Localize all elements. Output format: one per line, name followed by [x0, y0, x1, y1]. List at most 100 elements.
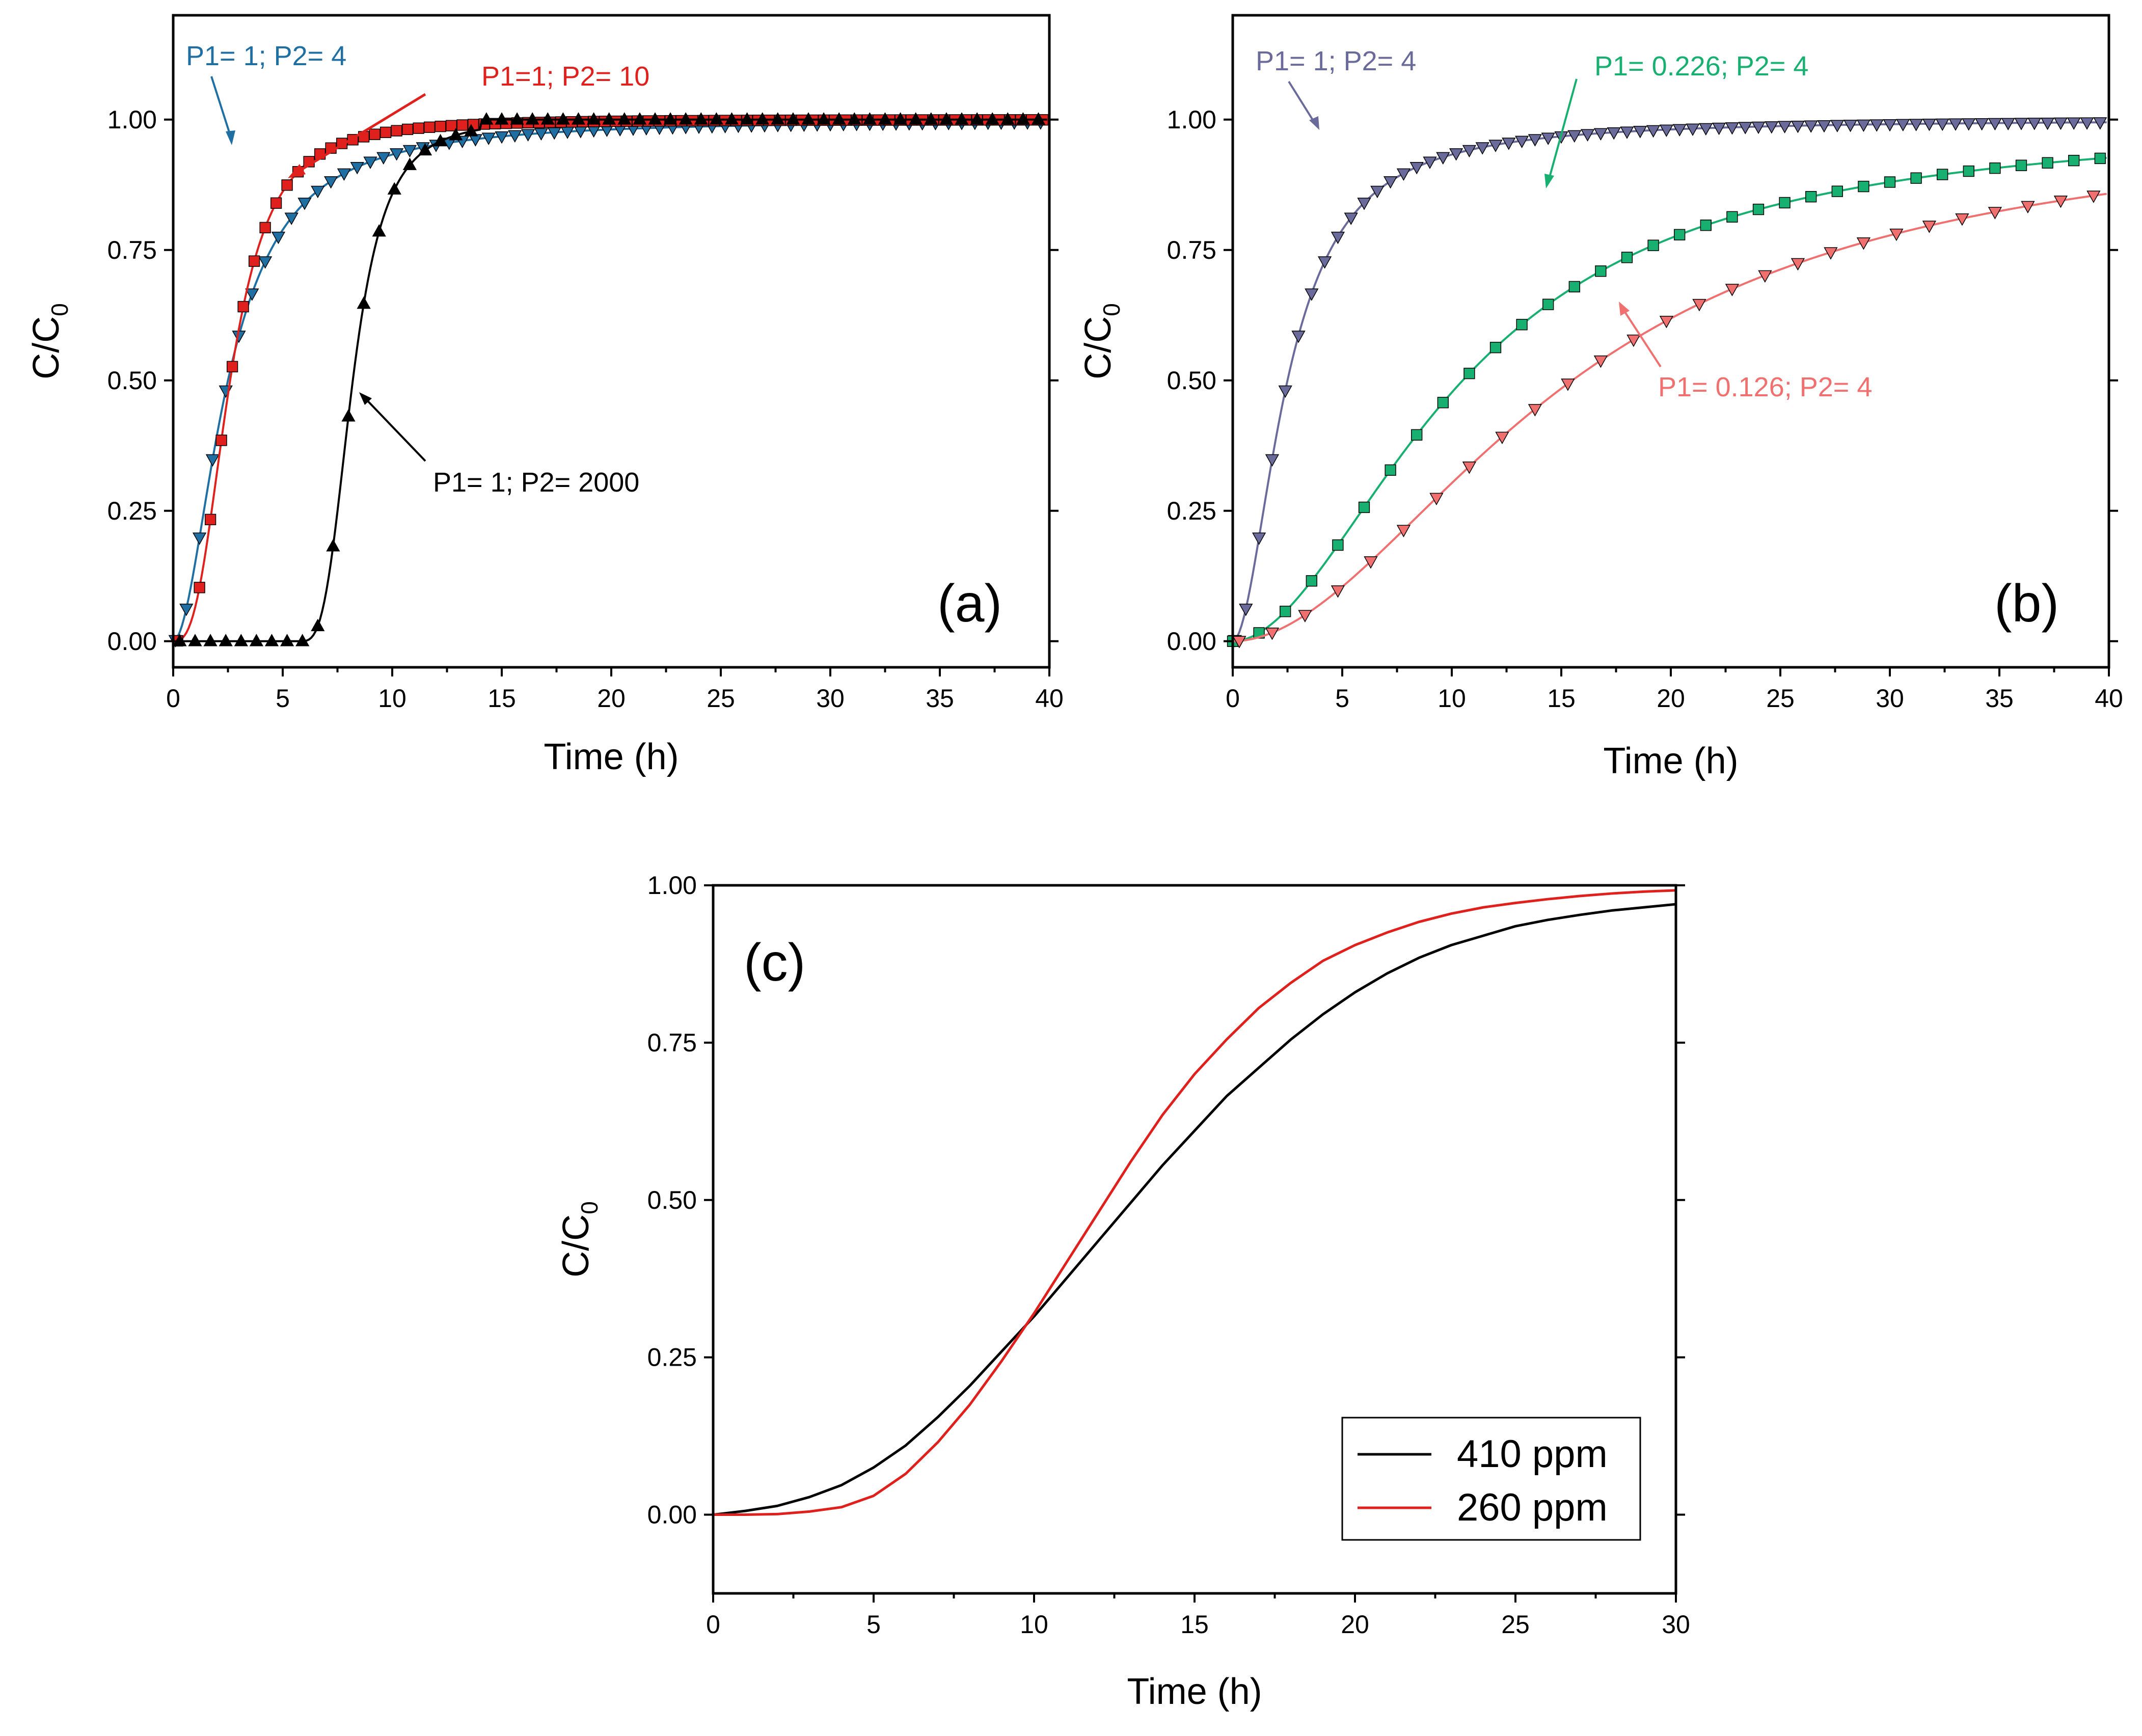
data-point [1948, 118, 1963, 131]
data-point [1358, 501, 1370, 513]
x-tick-label: 25 [1501, 1610, 1530, 1639]
legend-box [1341, 1417, 1641, 1541]
data-point [1922, 221, 1937, 233]
data-point [755, 112, 770, 125]
data-point [556, 112, 571, 125]
y-tick-label: 0.25 [1167, 497, 1216, 525]
data-point [955, 112, 969, 125]
data-point [663, 112, 677, 125]
data-point [1331, 231, 1345, 245]
data-point [2094, 152, 2106, 165]
data-point [1239, 604, 1253, 616]
data-point [1305, 288, 1319, 301]
data-point [1831, 185, 1843, 197]
y-tick-label: 1.00 [1167, 105, 1216, 134]
y-tick-label: 0.25 [647, 1343, 697, 1372]
data-point [1396, 525, 1411, 537]
panel-b-arrowhead-p1-1 [1309, 116, 1319, 130]
data-point [237, 301, 249, 313]
panel-a-label: (a) [937, 574, 1002, 633]
x-tick-label: 5 [866, 1610, 881, 1639]
y-tick-label: 0.00 [107, 627, 157, 656]
data-point [1633, 126, 1647, 139]
panel-a-annotation-p2-10: P1=1; P2= 10 [481, 61, 649, 92]
panel-c-legend: 410 ppm 260 ppm [1341, 1417, 1641, 1541]
data-point [1686, 123, 1700, 136]
data-point [817, 112, 831, 125]
series-line [1232, 156, 2107, 642]
y-tick-label: 0.50 [647, 1186, 697, 1214]
data-point [2001, 118, 2015, 130]
panel-b-arrow-p1-0126 [1621, 307, 1662, 368]
data-point [1856, 119, 1871, 132]
data-point [1436, 152, 1450, 165]
data-point [1411, 429, 1423, 441]
y-tick-label: 0.00 [1167, 627, 1216, 656]
data-point [1843, 120, 1858, 132]
data-point [226, 361, 238, 372]
data-point [369, 128, 381, 140]
x-tick-label: 5 [1335, 684, 1349, 713]
data-point [248, 255, 260, 267]
panel-b-arrow-p1-0226 [1548, 78, 1578, 181]
data-point [1659, 124, 1674, 138]
data-point [2053, 195, 2068, 208]
data-point [1528, 134, 1542, 147]
data-point [586, 112, 601, 125]
data-point [387, 182, 401, 195]
x-tick-label: 0 [706, 1610, 720, 1639]
data-point [1752, 203, 1765, 215]
panel-a-annotation-p2-4: P1= 1; P2= 4 [186, 41, 346, 71]
data-point [1817, 120, 1831, 133]
data-point [2042, 157, 2053, 169]
data-point [1974, 118, 1989, 131]
data-point [1475, 142, 1489, 155]
data-point [724, 112, 739, 125]
data-point [179, 604, 194, 616]
series-p1-1-p2-4 [1228, 117, 2107, 648]
data-point [2040, 117, 2055, 130]
data-point [1265, 628, 1280, 640]
panel-c-data [713, 889, 1676, 1516]
panel-b-annotation-p1-0126: P1= 0.126; P2= 4 [1658, 372, 1872, 402]
data-point [284, 212, 299, 225]
data-point [1725, 284, 1740, 296]
data-point [281, 179, 293, 191]
x-tick-label: 20 [1657, 684, 1685, 713]
data-point [341, 409, 356, 422]
data-point [1889, 228, 1904, 241]
x-tick-label: 35 [926, 684, 954, 713]
series-260-ppm [713, 889, 1676, 1516]
data-point [1910, 172, 1922, 184]
data-point [1370, 185, 1385, 199]
data-point [297, 198, 312, 210]
data-point [2068, 154, 2080, 167]
data-point [271, 231, 286, 245]
data-point [1516, 319, 1528, 331]
data-point [234, 634, 248, 646]
panel-a-arrow-p2-10 [294, 93, 426, 175]
data-point [1278, 385, 1292, 398]
data-point [1462, 462, 1477, 474]
data-point [740, 112, 754, 125]
x-tick-label: 25 [707, 684, 735, 713]
panel-a-arrow-p2-4 [210, 76, 233, 141]
panel-b-arrowhead-p1-0126 [1619, 302, 1630, 316]
data-point [1306, 575, 1317, 587]
data-point [2053, 117, 2068, 130]
data-point [363, 156, 377, 169]
data-point [1561, 378, 1575, 391]
x-tick-label: 25 [1766, 684, 1795, 713]
data-point [1396, 168, 1411, 181]
data-point [1344, 212, 1358, 225]
data-point [2067, 117, 2081, 130]
panel-b-arrow-p1-1 [1288, 80, 1315, 123]
data-point [376, 152, 391, 165]
data-point [326, 539, 340, 552]
data-point [1988, 118, 2002, 131]
data-point [259, 222, 271, 233]
panel-b-data [1227, 117, 2107, 648]
data-point [1989, 162, 2001, 174]
x-tick-label: 20 [1341, 1610, 1369, 1639]
data-point [1647, 239, 1659, 251]
